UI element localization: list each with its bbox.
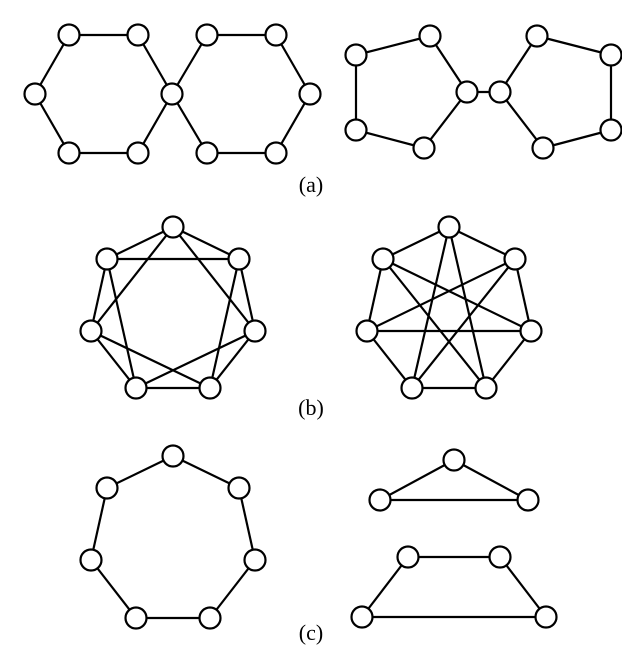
graph-node (444, 450, 465, 471)
graph-node (197, 143, 218, 164)
graph-c_left (81, 446, 266, 629)
graph-node (97, 478, 118, 499)
subfigure-label-a: (a) (299, 172, 323, 197)
graph-node (357, 321, 378, 342)
graph-node (266, 25, 287, 46)
graph-node (601, 120, 622, 141)
graph-c_right_top (370, 450, 539, 511)
graph-b_left-edges (91, 227, 255, 388)
graph-node (398, 547, 419, 568)
graph-node (457, 82, 478, 103)
graph-edge (367, 259, 515, 331)
graph-node (527, 26, 548, 47)
graph-node (126, 378, 147, 399)
graph-node (352, 607, 373, 628)
graph-node (163, 217, 184, 238)
graph-node (200, 378, 221, 399)
graph-node (414, 138, 435, 159)
graph-c_right_bottom-edges (362, 557, 546, 617)
graph-node (229, 478, 250, 499)
graph-edge (454, 460, 528, 500)
graph-node (59, 143, 80, 164)
graph-node (521, 321, 542, 342)
graph-c_right_bottom (352, 547, 557, 628)
graph-node (490, 547, 511, 568)
graph-edge (91, 331, 210, 388)
graph-node (439, 217, 460, 238)
graph-node (476, 378, 497, 399)
graph-node (300, 84, 321, 105)
graph-node (97, 249, 118, 270)
graph-node (536, 607, 557, 628)
graph-node (373, 249, 394, 270)
graph-node (25, 84, 46, 105)
graph-node (81, 321, 102, 342)
graph-node (402, 378, 423, 399)
graph-node (370, 490, 391, 511)
graph-node (518, 490, 539, 511)
graph-node (128, 143, 149, 164)
graph-a_right-edges (356, 36, 611, 148)
graph-node (245, 550, 266, 571)
subfigure-label-b: (b) (298, 395, 324, 420)
graph-node (420, 26, 441, 47)
graph-a_left (25, 25, 321, 164)
graph-node (346, 45, 367, 66)
graph-node (197, 25, 218, 46)
graph-node (490, 82, 511, 103)
graph-edge (136, 331, 255, 388)
graph-node (346, 120, 367, 141)
graph-node (59, 25, 80, 46)
subfigure-label-c: (c) (299, 620, 323, 645)
graph-node (533, 138, 554, 159)
graph-b_right-nodes (357, 217, 542, 399)
diagram-canvas: (a) (b) (c) (0, 0, 622, 652)
graph-edge (380, 460, 454, 500)
graph-b_right (357, 217, 542, 399)
graph-node (266, 143, 287, 164)
graph-node (505, 249, 526, 270)
graph-b_right-edges (367, 227, 531, 388)
graph-node (163, 446, 184, 467)
graph-node (126, 608, 147, 629)
graph-edge (383, 259, 531, 331)
graph-c_left-nodes (81, 446, 266, 629)
graph-node (601, 45, 622, 66)
graph-node (128, 25, 149, 46)
graph-node (200, 608, 221, 629)
graph-a_right (346, 26, 622, 159)
graph-node (229, 249, 250, 270)
graph-node (81, 550, 102, 571)
graph-node (245, 321, 266, 342)
graph-c_right_bottom-nodes (352, 547, 557, 628)
graph-c_right_top-nodes (370, 450, 539, 511)
graph-b_left (81, 217, 266, 399)
graph-a_left-nodes (25, 25, 321, 164)
graph-node (162, 84, 183, 105)
